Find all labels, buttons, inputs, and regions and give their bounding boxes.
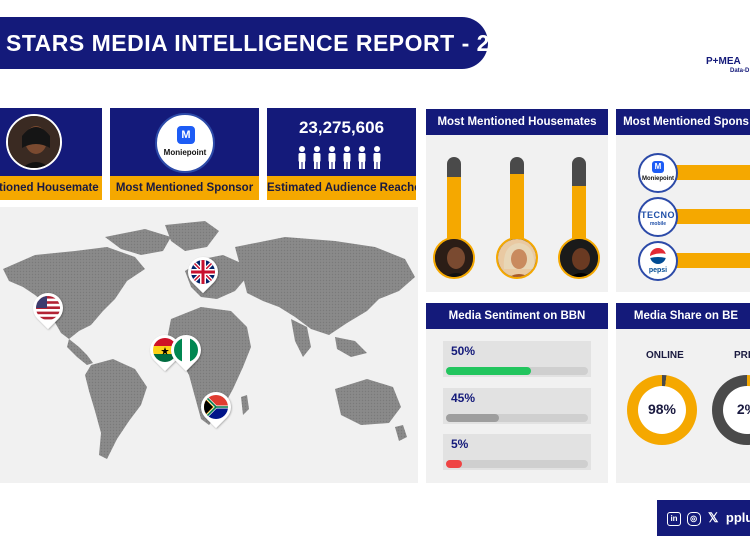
social-handle[interactable]: pplus [725, 510, 750, 525]
housemate-avatar-1 [433, 237, 475, 279]
kpi-estimated-audience: 23,275,606 Estimated Audience Reached [267, 108, 416, 200]
south-africa-flag-icon [204, 395, 228, 419]
usa-flag-pin [26, 286, 70, 330]
moniepoint-logo: M Moniepoint [155, 113, 215, 173]
sentiment-panel-title: Media Sentiment on BBN [426, 303, 608, 329]
pepsi-sponsor-logo: pepsi [638, 241, 678, 281]
sentiment-positive-bar [446, 367, 532, 375]
report-title: STARS MEDIA INTELLIGENCE REPORT - 2023 [0, 17, 529, 69]
audience-value: 23,275,606 [298, 118, 385, 137]
housemates-panel-title: Most Mentioned Housemates [426, 109, 608, 135]
kpi-sponsor-visual: M Moniepoint [110, 108, 259, 176]
social-footer: in ◎ 𝕏 pplus [657, 500, 750, 536]
nigeria-flag-icon [174, 338, 198, 362]
moniepoint-wordmark: Moniepoint [163, 148, 207, 157]
housemate-mention-bar [572, 157, 586, 249]
nigeria-flag-pin [164, 328, 208, 372]
x-icon[interactable]: 𝕏 [708, 509, 719, 525]
uk-flag-icon [191, 260, 215, 284]
people-icon [267, 146, 416, 175]
moniepoint-icon: M [177, 126, 195, 144]
print-donut: 2% [712, 375, 750, 445]
housemate-mention-bar [510, 157, 524, 249]
sentiment-panel: Media Sentiment on BBN 50% 45% 5% [426, 303, 608, 483]
housemate-mention-bar [447, 157, 461, 249]
kpi-sponsor-label: Most Mentioned Sponsor [110, 176, 259, 200]
online-donut: 98% [627, 375, 697, 445]
print-value: 2% [736, 401, 750, 417]
kpi-most-mentioned-sponsor: M Moniepoint Most Mentioned Sponsor [110, 108, 259, 200]
pepsi-globe-icon [650, 248, 666, 264]
sponsor-bar-tecno [674, 209, 750, 224]
sentiment-negative-bar [446, 460, 462, 468]
sentiment-neutral-pct: 45% [451, 391, 476, 405]
sponsor-bar-moniepoint [674, 165, 750, 180]
sentiment-negative-pct: 5% [451, 437, 469, 451]
media-share-panel: Media Share on BE ONLINE PRI 98% 2% [616, 303, 750, 483]
ghana-flag-pin [143, 328, 187, 372]
brand-logo: P+MEA [706, 56, 741, 67]
housemate-avatar-2 [496, 237, 538, 279]
sponsor-bar-pepsi [674, 253, 750, 268]
tecno-sponsor-logo: TECNO mobile [638, 197, 678, 237]
sentiment-neutral-bar [446, 414, 499, 422]
kpi-audience-label: Estimated Audience Reached [267, 176, 416, 200]
kpi-most-mentioned-housemate: ntioned Housemate [0, 108, 102, 200]
sponsors-panel: Most Mentioned Spons M Moniepoint TECNO … [616, 109, 750, 292]
kpi-audience-visual: 23,275,606 [267, 108, 416, 176]
brand-tagline: Data-D [730, 68, 750, 74]
kpi-housemate-visual [0, 108, 102, 176]
uk-flag-pin [181, 250, 225, 294]
ghana-flag-icon [153, 338, 177, 362]
usa-flag-icon [36, 296, 60, 320]
linkedin-icon[interactable]: in [667, 511, 681, 526]
housemate-avatar-3 [558, 237, 600, 279]
sponsors-panel-title: Most Mentioned Spons [616, 109, 750, 135]
media-share-panel-title: Media Share on BE [616, 303, 750, 329]
kpi-housemate-label: ntioned Housemate [0, 176, 102, 200]
sentiment-positive-pct: 50% [451, 344, 476, 358]
south-africa-flag-pin [194, 385, 238, 429]
print-label: PRI [734, 350, 750, 361]
online-label: ONLINE [646, 350, 684, 361]
housemate-avatar [6, 114, 62, 170]
world-map-panel [0, 207, 418, 483]
world-map [3, 221, 415, 459]
moniepoint-sponsor-logo: M Moniepoint [638, 153, 678, 193]
housemates-panel: Most Mentioned Housemates [426, 109, 608, 292]
instagram-icon[interactable]: ◎ [686, 511, 701, 526]
online-value: 98% [647, 401, 677, 417]
